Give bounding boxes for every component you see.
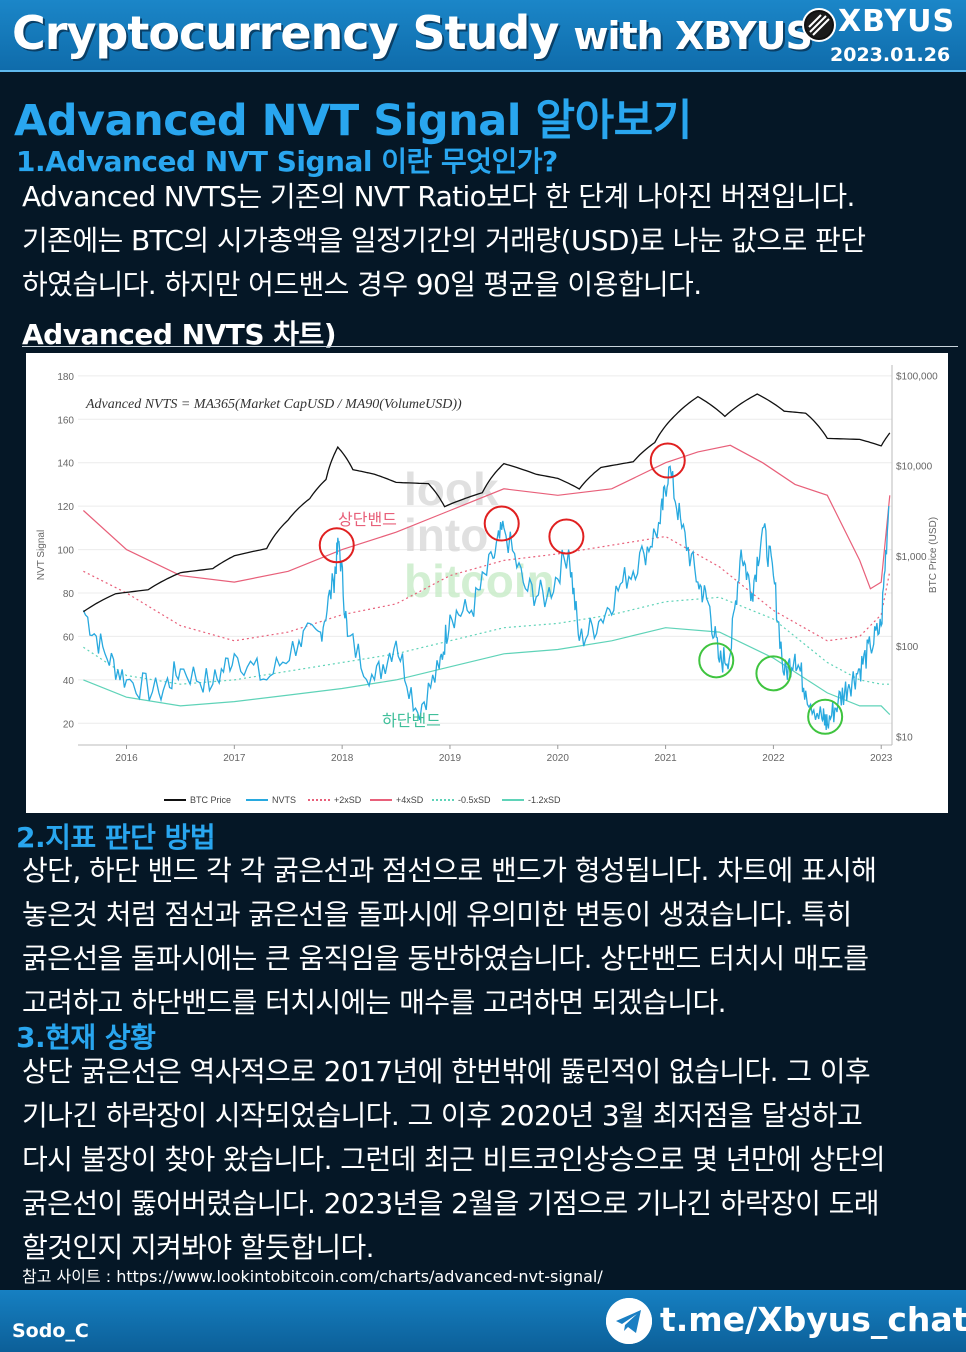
nvts-chart: look into bitcoin 20 40 60 80 100 120 140 160 180 $… [26,353,948,813]
red-highlight-circle [483,505,520,542]
legend-label: BTC Price [190,795,231,805]
reference-link[interactable]: 참고 사이트 : https://www.lookintobitcoin.com… [22,1267,603,1286]
y-left-tick-label: 120 [57,502,74,513]
section1-line: 기존에는 BTC의 시가총액을 일정기간의 거래량(USD)로 나눈 값으로 판… [22,224,866,257]
red-highlight-circle [548,518,585,555]
formula-label: Advanced NVTS = MA365(Market CapUSD / MA… [85,397,462,412]
y-right-axis-label: BTC Price (USD) [928,517,939,593]
series-nvts-line [82,465,890,731]
y-left-tick-label: 180 [57,372,74,383]
x-tick-label: 2020 [547,753,570,764]
section3-line: 다시 불장이 찾아 왔습니다. 그런데 최근 비트코인상승으로 몇 년만에 상단… [22,1143,886,1176]
telegram-icon[interactable] [606,1298,652,1344]
legend-label: NVTS [272,795,296,805]
brand-logo-icon [802,8,836,42]
section1-line: 하였습니다. 하지만 어드밴스 경우 90일 평균을 이용합니다. [22,268,702,301]
post-date: 2023.01.26 [830,44,951,66]
x-tick-label: 2023 [870,753,893,764]
y-left-tick-label: 160 [57,415,74,426]
y-left-tick-label: 140 [57,459,74,470]
y-left-tick-label: 80 [63,589,75,600]
y-right-tick-label: $1,000 [896,552,927,563]
red-highlight-circle [318,527,355,564]
main-title: Advanced NVT Signal 알아보기 [14,96,692,146]
green-highlight-circle [807,698,844,735]
y-left-tick-label: 40 [63,676,75,687]
legend-label: -0.5xSD [458,795,491,805]
page-header-title: Cryptocurrency Study with XBYUS [12,6,813,60]
watermark-text: bitcoin [404,555,555,607]
upper-band-label: 상단밴드 [338,510,397,529]
section2-body: 상단, 하단 밴드 각 각 굵은선과 점선으로 밴드가 형성됩니다. 차트에 표… [22,849,952,1025]
section2-line: 고려하고 하단밴드를 터치시에는 매수를 고려하면 되겠습니다. [22,986,727,1019]
y-left-tick-label: 100 [57,546,74,557]
section1-body: Advanced NVTS는 기존의 NVT Ratio보다 한 단계 나아진 … [22,175,952,307]
header-title-with: with XBYUS [573,14,813,58]
x-tick-label: 2018 [331,753,354,764]
x-tick-label: 2019 [439,753,462,764]
y-left-tick-label: 60 [63,632,75,643]
section3-line: 굵은선이 뚫어버렸습니다. 2023년을 2월을 기점으로 기나긴 하락장이 도… [22,1187,880,1220]
x-tick-label: 2016 [115,753,138,764]
series-minus05sd-line [83,596,890,685]
section3-body: 상단 굵은선은 역사적으로 2017년에 한번밖에 뚫린적이 없습니다. 그 이… [22,1050,952,1270]
section1-heading: 1.Advanced NVT Signal 이란 무엇인가? [16,145,558,178]
section2-line: 굵은선을 돌파시에는 큰 움직임을 동반하였습니다. 상단밴드 터치시 매도를 [22,942,869,975]
legend-label: +4xSD [396,795,424,805]
y-right-tick-label: $100 [896,642,919,653]
series-minus12sd-line [83,627,891,716]
green-highlight-circle [698,642,735,679]
section2-line: 놓은것 처럼 점선과 굵은선을 돌파시에 유의미한 변동이 생겼습니다. 특히 [22,898,852,931]
chart-heading: Advanced NVTS 차트) [22,318,337,351]
brand-name: XBYUS [838,4,956,39]
x-tick-label: 2022 [762,753,785,764]
y-left-axis-label: NVT Signal [36,530,47,580]
x-tick-label: 2017 [223,753,246,764]
y-right-tick-label: $100,000 [896,371,938,382]
y-right-tick-label: $10,000 [896,462,933,473]
section3-line: 기나긴 하락장이 시작되었습니다. 그 이후 2020년 3월 최저점을 달성하… [22,1099,863,1132]
chart-svg: lookintobitcoin 20 40 60 80 100 120 140 160 180 $… [36,365,939,805]
section2-line: 상단, 하단 밴드 각 각 굵은선과 점선으로 밴드가 형성됩니다. 차트에 표… [22,854,877,887]
watermark-text: look [404,463,499,515]
red-highlight-circle [649,442,686,479]
section1-line: Advanced NVTS는 기존의 NVT Ratio보다 한 단계 나아진 … [22,180,855,213]
watermark-text: into [404,509,488,561]
series-btc-price-line [83,393,891,613]
section3-heading: 3.현재 상황 [16,1021,156,1054]
telegram-link[interactable]: t.me/Xbyus_chat [660,1300,966,1339]
green-highlight-circle [755,655,792,692]
legend-label: +2xSD [334,795,362,805]
y-left-tick-label: 20 [63,719,75,730]
legend-label: -1.2xSD [528,795,561,805]
y-right-tick-label: $10 [896,732,913,743]
header-bar [0,0,966,72]
header-title-main: Cryptocurrency Study [12,6,559,60]
lower-band-label: 하단밴드 [382,711,441,730]
section2-heading: 2.지표 판단 방법 [16,821,216,854]
divider [22,346,958,347]
section3-line: 할것인지 지켜봐야 할듯합니다. [22,1231,375,1264]
x-tick-label: 2021 [654,753,677,764]
footer-author: Sodo_C [12,1320,89,1342]
footer-bar [0,1290,966,1352]
section3-line: 상단 굵은선은 역사적으로 2017년에 한번밖에 뚫린적이 없습니다. 그 이… [22,1055,871,1088]
series-plus4sd-line [82,444,891,590]
